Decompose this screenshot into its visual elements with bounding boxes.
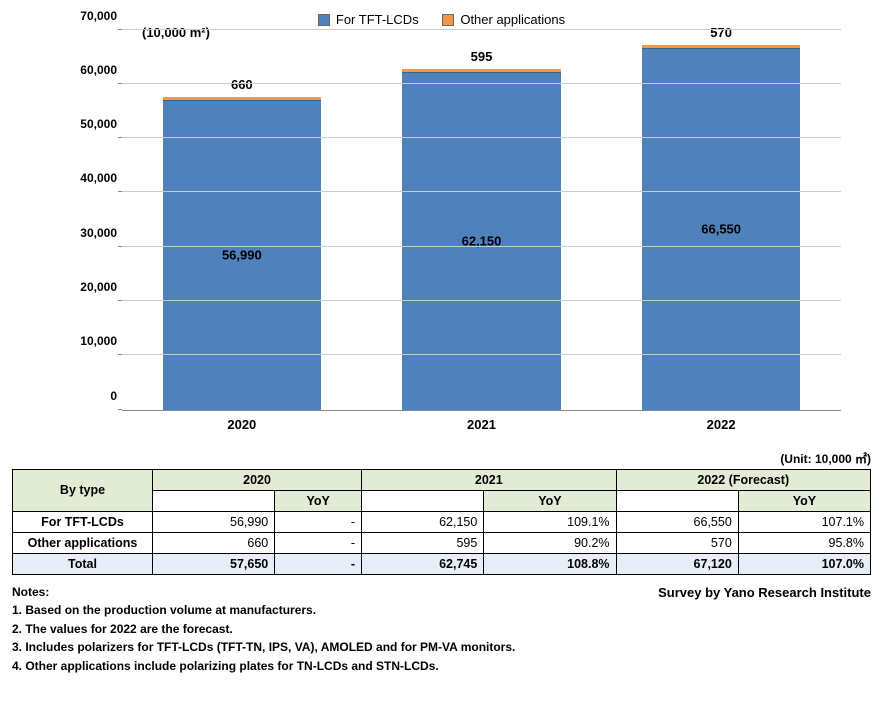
- col-bytype: By type: [13, 469, 153, 511]
- cell: 67,120: [616, 553, 738, 574]
- legend-item-tft: For TFT-LCDs: [318, 12, 419, 27]
- gridline: [122, 246, 841, 247]
- notes-section: Notes: Survey by Yano Research Institute…: [12, 583, 871, 676]
- y-tick-label: 10,000: [62, 334, 117, 348]
- legend-item-other: Other applications: [442, 12, 565, 27]
- col-yoy-2022: YoY: [738, 490, 870, 511]
- col-yoy-2021: YoY: [484, 490, 616, 511]
- notes-heading: Notes:: [12, 585, 49, 599]
- y-tick-label: 50,000: [62, 117, 117, 131]
- bar-segment-other: 660: [163, 97, 321, 101]
- cell: 66,550: [616, 511, 738, 532]
- gridline: [122, 191, 841, 192]
- note-item: 1. Based on the production volume at man…: [12, 601, 871, 620]
- cell: 90.2%: [484, 532, 616, 553]
- gridline: [122, 137, 841, 138]
- cell: -: [275, 553, 362, 574]
- gridline: [122, 354, 841, 355]
- bar-segment-other: 595: [402, 69, 560, 72]
- cell: 108.8%: [484, 553, 616, 574]
- chart-area: For TFT-LCDs Other applications (10,000 …: [12, 12, 871, 432]
- bar-stack: 56,990 660: [163, 97, 321, 410]
- note-item: 2. The values for 2022 are the forecast.: [12, 620, 871, 639]
- cell: 595: [362, 532, 484, 553]
- cell: 570: [616, 532, 738, 553]
- gridline: [122, 29, 841, 30]
- table-total-row: Total 57,650 - 62,745 108.8% 67,120 107.…: [13, 553, 871, 574]
- y-tick-mark: [118, 300, 122, 301]
- y-tick-mark: [118, 354, 122, 355]
- bars-container: 56,99066062,15059566,550570: [122, 31, 841, 410]
- col-blank-2020: [153, 490, 275, 511]
- row-label: For TFT-LCDs: [13, 511, 153, 532]
- x-tick-label: 2021: [402, 417, 560, 432]
- col-year-2020: 2020: [153, 469, 362, 490]
- bar-value-other: 660: [163, 77, 321, 92]
- y-tick-label: 30,000: [62, 226, 117, 240]
- legend-label-other: Other applications: [460, 12, 565, 27]
- cell: 57,650: [153, 553, 275, 574]
- table-row: Other applications 660 - 595 90.2% 570 9…: [13, 532, 871, 553]
- cell: 62,745: [362, 553, 484, 574]
- y-tick-mark: [118, 29, 122, 30]
- x-tick-label: 2020: [163, 417, 321, 432]
- col-year-2021: 2021: [362, 469, 616, 490]
- y-tick-label: 60,000: [62, 63, 117, 77]
- y-tick-label: 0: [62, 389, 117, 403]
- x-tick-label: 2022: [642, 417, 800, 432]
- plot-area: 56,99066062,15059566,550570 010,00020,00…: [122, 31, 841, 411]
- bar-value-other: 570: [642, 25, 800, 40]
- row-label: Other applications: [13, 532, 153, 553]
- bar-value-tft: 66,550: [642, 222, 800, 237]
- bar-value-other: 595: [402, 49, 560, 64]
- cell: 95.8%: [738, 532, 870, 553]
- gridline: [122, 300, 841, 301]
- note-item: 4. Other applications include polarizing…: [12, 657, 871, 676]
- y-tick-label: 70,000: [62, 9, 117, 23]
- y-tick-label: 20,000: [62, 280, 117, 294]
- row-label-total: Total: [13, 553, 153, 574]
- x-axis-labels: 2020 2021 2022: [122, 417, 841, 432]
- data-table: By type 2020 2021 2022 (Forecast) YoY Yo…: [12, 469, 871, 575]
- cell: 56,990: [153, 511, 275, 532]
- y-tick-mark: [118, 409, 122, 410]
- table-unit-label: (Unit: 10,000 ㎡): [12, 450, 871, 467]
- y-tick-mark: [118, 246, 122, 247]
- note-item: 3. Includes polarizers for TFT-LCDs (TFT…: [12, 638, 871, 657]
- survey-credit: Survey by Yano Research Institute: [658, 583, 871, 603]
- table-header-row-1: By type 2020 2021 2022 (Forecast): [13, 469, 871, 490]
- cell: 107.0%: [738, 553, 870, 574]
- y-tick-mark: [118, 83, 122, 84]
- bar-slot: 62,150595: [402, 69, 560, 410]
- col-yoy-2020: YoY: [275, 490, 362, 511]
- bar-segment-other: 570: [642, 45, 800, 48]
- y-tick-label: 40,000: [62, 171, 117, 185]
- legend-swatch-tft: [318, 14, 330, 26]
- y-tick-mark: [118, 191, 122, 192]
- cell: 660: [153, 532, 275, 553]
- bar-segment-tft: 66,550: [642, 48, 800, 409]
- legend-swatch-other: [442, 14, 454, 26]
- table-row: For TFT-LCDs 56,990 - 62,150 109.1% 66,5…: [13, 511, 871, 532]
- bar-stack: 62,150595: [402, 69, 560, 410]
- cell: 62,150: [362, 511, 484, 532]
- cell: 107.1%: [738, 511, 870, 532]
- bar-slot: 56,990 660: [163, 97, 321, 410]
- notes-list: 1. Based on the production volume at man…: [12, 601, 871, 675]
- col-blank-2021: [362, 490, 484, 511]
- bar-segment-tft: 56,990: [163, 100, 321, 409]
- cell: -: [275, 511, 362, 532]
- col-blank-2022: [616, 490, 738, 511]
- col-year-2022: 2022 (Forecast): [616, 469, 870, 490]
- y-tick-mark: [118, 137, 122, 138]
- bar-value-tft: 56,990: [163, 248, 321, 263]
- cell: -: [275, 532, 362, 553]
- bar-segment-tft: 62,150: [402, 72, 560, 409]
- gridline: [122, 83, 841, 84]
- cell: 109.1%: [484, 511, 616, 532]
- legend-label-tft: For TFT-LCDs: [336, 12, 419, 27]
